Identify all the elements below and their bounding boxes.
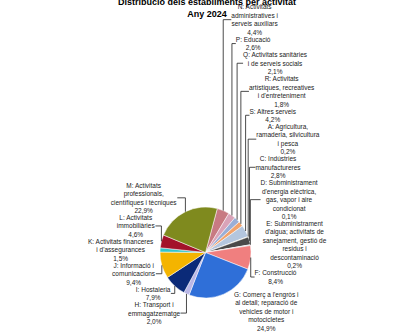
svg-text:G: Comerç a l'engròs ial detal: G: Comerç a l'engròs ial detall; reparac…: [234, 291, 298, 332]
svg-text:S: Altres serveis4,2%: S: Altres serveis4,2%: [249, 108, 296, 123]
svg-text:Q: Activitats sanitàriesi de s: Q: Activitats sanitàriesi de serveis soc…: [243, 51, 308, 75]
svg-text:F: Construcció8,4%: F: Construcció8,4%: [255, 269, 297, 284]
svg-text:N: Activitatsadministratives i: N: Activitatsadministratives iserveis au…: [231, 3, 278, 35]
svg-text:J: Informació icomunicacions9,: J: Informació icomunicacions9,4%: [112, 262, 156, 286]
svg-text:D: Subministramentd'energia el: D: Subministramentd'energia elèctrica,ga…: [261, 179, 318, 220]
svg-text:M: Activitatsprofessionals,cie: M: Activitatsprofessionals,científiques …: [111, 182, 178, 214]
svg-text:C: Indústriesmanufactureres2,8: C: Indústriesmanufactureres2,8%: [255, 155, 301, 179]
svg-text:K: Activitats financeresi d'as: K: Activitats financeresi d'assegurances…: [88, 238, 154, 262]
svg-text:I: Hostaleria7,9%: I: Hostaleria7,9%: [136, 286, 171, 301]
svg-text:L: Activitatsimmobiliàries4,6%: L: Activitatsimmobiliàries4,6%: [117, 214, 156, 238]
svg-text:H: Transport iemmagatzematge2,: H: Transport iemmagatzematge2,0%: [128, 301, 180, 325]
svg-text:R: Activitatsartístiques, recr: R: Activitatsartístiques, recreativesi d…: [249, 75, 315, 107]
svg-text:A: Agricultura,ramaderia, silv: A: Agricultura,ramaderia, silviculturai …: [256, 123, 320, 155]
svg-text:Distribució dels establiments: Distribució dels establiments per activi…: [118, 0, 296, 19]
svg-text:E: Subministramentd'aigua; act: E: Subministramentd'aigua; activitats de…: [263, 220, 327, 269]
svg-text:P: Educació2,6%: P: Educació2,6%: [236, 36, 271, 51]
